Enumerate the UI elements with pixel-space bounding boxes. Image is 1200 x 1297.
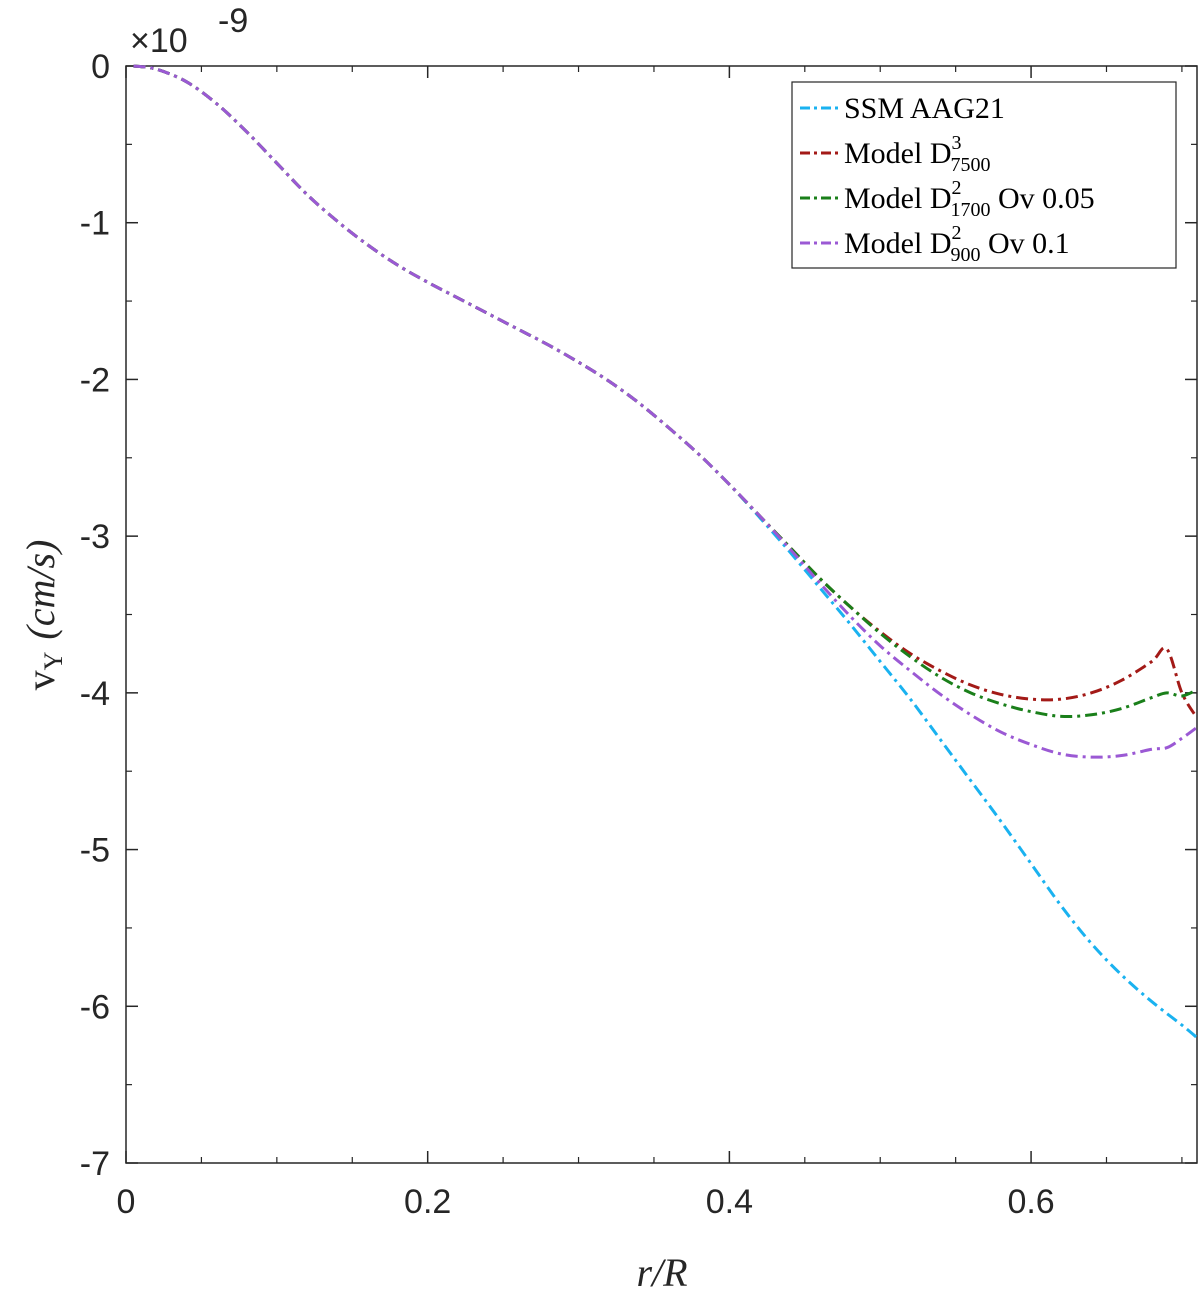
ticks-group: 0 0.2 0.4 0.6 0 -1 -2 -3 -4 -5 -6 -7 bbox=[80, 48, 1197, 1221]
legend-label-2: Model D3 7500 bbox=[844, 132, 991, 176]
series-line-4 bbox=[133, 64, 1198, 759]
y-tick-label: -1 bbox=[80, 205, 110, 243]
x-axis-label: r/R bbox=[636, 1250, 687, 1295]
legend-label-4: Model D2 900 Ov 0.1 bbox=[844, 222, 1070, 266]
y-tick-label: -3 bbox=[80, 518, 110, 556]
x-tick-label: 0.4 bbox=[706, 1183, 753, 1221]
y-tick-label: -6 bbox=[80, 988, 110, 1026]
legend-box bbox=[791, 81, 1177, 269]
exponent-power: -9 bbox=[218, 2, 248, 40]
x-tick-label: 0.2 bbox=[404, 1183, 451, 1221]
y-axis-label-sub: Y bbox=[39, 651, 68, 670]
exponent-label: ×10 -9 bbox=[130, 2, 248, 60]
legend-label-1: SSM AAG21 bbox=[844, 92, 1005, 125]
y-axis-label-unit: (cm/s) bbox=[18, 540, 63, 640]
y-tick-label: -4 bbox=[80, 675, 110, 713]
legend-label-3: Model D2 1700 Ov 0.05 bbox=[844, 177, 1095, 221]
y-axis-label: vY (cm/s) bbox=[18, 540, 68, 691]
y-axis-label-main: v bbox=[18, 670, 63, 690]
y-tick-label: 0 bbox=[91, 48, 110, 86]
x-tick-label: 0.6 bbox=[1007, 1183, 1054, 1221]
y-axis-title: vY (cm/s) bbox=[18, 540, 68, 691]
y-tick-label: -5 bbox=[80, 832, 110, 870]
y-tick-label: -2 bbox=[80, 361, 110, 399]
y-tick-label: -7 bbox=[80, 1145, 110, 1183]
x-tick-label: 0 bbox=[117, 1183, 136, 1221]
exponent-base: ×10 bbox=[130, 22, 188, 60]
x-axis-title: r/R bbox=[636, 1250, 687, 1295]
series-line-2 bbox=[133, 64, 1199, 719]
series-group bbox=[133, 64, 1199, 1039]
